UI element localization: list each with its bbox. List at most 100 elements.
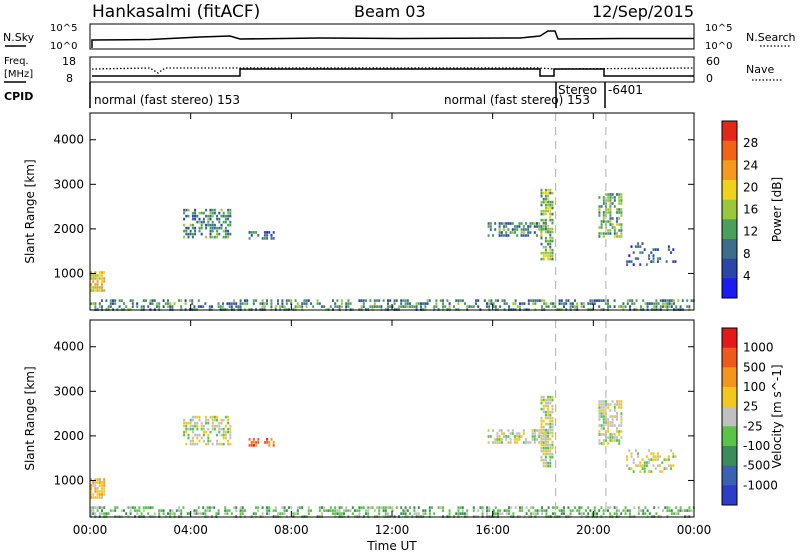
velocity-echo-cell [551, 404, 554, 408]
power-echo-cell [542, 209, 545, 213]
velocity-echo-cell [542, 431, 545, 435]
velocity-echo-cell [431, 506, 433, 509]
power-echo-cell [187, 226, 190, 230]
power-echo-cell [477, 305, 480, 308]
power-echo-cell [523, 302, 526, 305]
power-colorbar-cell [722, 258, 737, 279]
power-echo-cell [626, 263, 629, 266]
power-echo-cell [189, 229, 192, 233]
power-colorbar-cell [722, 239, 737, 260]
power-echo-cell [620, 208, 623, 211]
power-echo-cell [551, 191, 554, 195]
velocity-echo-cell [138, 509, 141, 512]
velocity-echo-cell [134, 509, 136, 512]
power-echo-cell [202, 305, 205, 308]
velocity-echo-cell [107, 512, 110, 515]
velocity-echo-cell [511, 432, 514, 435]
power-echo-cell [605, 193, 607, 196]
velocity-echo-cell [666, 506, 669, 509]
power-echo-cell [336, 299, 339, 302]
power-echo-cell [648, 257, 651, 260]
velocity-echo-cell [615, 512, 618, 515]
power-echo-cell [268, 231, 271, 234]
power-echo-cell [549, 227, 552, 231]
power-echo-cell [551, 251, 554, 255]
velocity-echo-cell [652, 458, 655, 461]
power-colorbar-tick-label: 28 [743, 136, 758, 150]
power-echo-cell [266, 234, 269, 237]
power-echo-cell [542, 221, 545, 225]
power-echo-cell [294, 299, 297, 302]
power-echo-cell [428, 299, 431, 302]
velocity-echo-cell [153, 512, 156, 515]
velocity-echo-cell [332, 512, 334, 515]
velocity-echo-cell [114, 506, 117, 509]
velocity-echo-cell [178, 509, 180, 512]
power-echo-cell [498, 228, 501, 231]
velocity-echo-cell [183, 421, 186, 425]
power-echo-cell [639, 251, 642, 254]
power-echo-cell [635, 299, 638, 302]
power-echo-cell [519, 305, 521, 308]
velocity-echo-cell [239, 509, 242, 512]
power-echo-cell [329, 305, 332, 308]
velocity-echo-cell [220, 427, 223, 431]
power-echo-cell [620, 223, 623, 226]
power-echo-cell [211, 220, 214, 224]
velocity-echo-cell [299, 506, 301, 509]
power-echo-cell [650, 260, 653, 263]
power-echo-cell [187, 214, 190, 218]
power-echo-cell [536, 299, 539, 302]
velocity-echo-cell [665, 458, 668, 461]
velocity-echo-cell [654, 458, 657, 461]
power-echo-cell [101, 274, 103, 277]
velocity-echo-cell [498, 429, 501, 432]
power-echo-cell [525, 228, 527, 231]
power-echo-cell [305, 302, 308, 305]
velocity-echo-cell [580, 506, 583, 509]
power-echo-cell [616, 220, 618, 223]
velocity-echo-cell [598, 433, 601, 436]
velocity-echo-cell [670, 449, 673, 452]
velocity-echo-cell [668, 509, 671, 512]
power-echo-cell [580, 302, 583, 305]
power-echo-cell [277, 299, 279, 302]
velocity-echo-cell [109, 509, 112, 512]
power-echo-cell [607, 299, 609, 302]
power-echo-cell [609, 223, 612, 226]
velocity-echo-cell [688, 509, 691, 512]
velocity-echo-cell [187, 421, 190, 425]
power-echo-cell [362, 299, 365, 302]
power-echo-cell [136, 302, 139, 305]
velocity-echo-cell [533, 441, 536, 444]
power-echo-cell [362, 305, 365, 308]
power-echo-cell [582, 302, 585, 305]
power-echo-cell [554, 302, 557, 305]
power-echo-cell [540, 191, 543, 195]
velocity-echo-cell [629, 509, 631, 512]
power-echo-cell [652, 248, 655, 251]
power-echo-cell [637, 242, 640, 245]
power-echo-cell [616, 223, 618, 226]
power-echo-cell [547, 206, 550, 210]
power-echo-cell [420, 305, 422, 308]
power-echo-cell [538, 222, 541, 225]
velocity-echo-cell [514, 435, 516, 438]
power-echo-cell [503, 228, 505, 231]
power-echo-cell [500, 222, 503, 225]
power-echo-cell [516, 225, 519, 228]
power-echo-cell [522, 234, 525, 237]
power-echo-cell [613, 199, 616, 202]
velocity-echo-cell [542, 428, 545, 432]
velocity-echo-cell [227, 421, 230, 425]
power-echo-cell [92, 286, 95, 289]
velocity-echo-cell [544, 437, 547, 441]
power-echo-cell [92, 274, 95, 277]
velocity-echo-cell [406, 509, 409, 512]
velocity-echo-cell [549, 413, 552, 417]
velocity-echo-cell [616, 418, 618, 421]
velocity-echo-cell [542, 441, 545, 444]
velocity-echo-cell [336, 509, 339, 512]
power-echo-cell [511, 228, 514, 231]
power-echo-cell [123, 302, 125, 305]
